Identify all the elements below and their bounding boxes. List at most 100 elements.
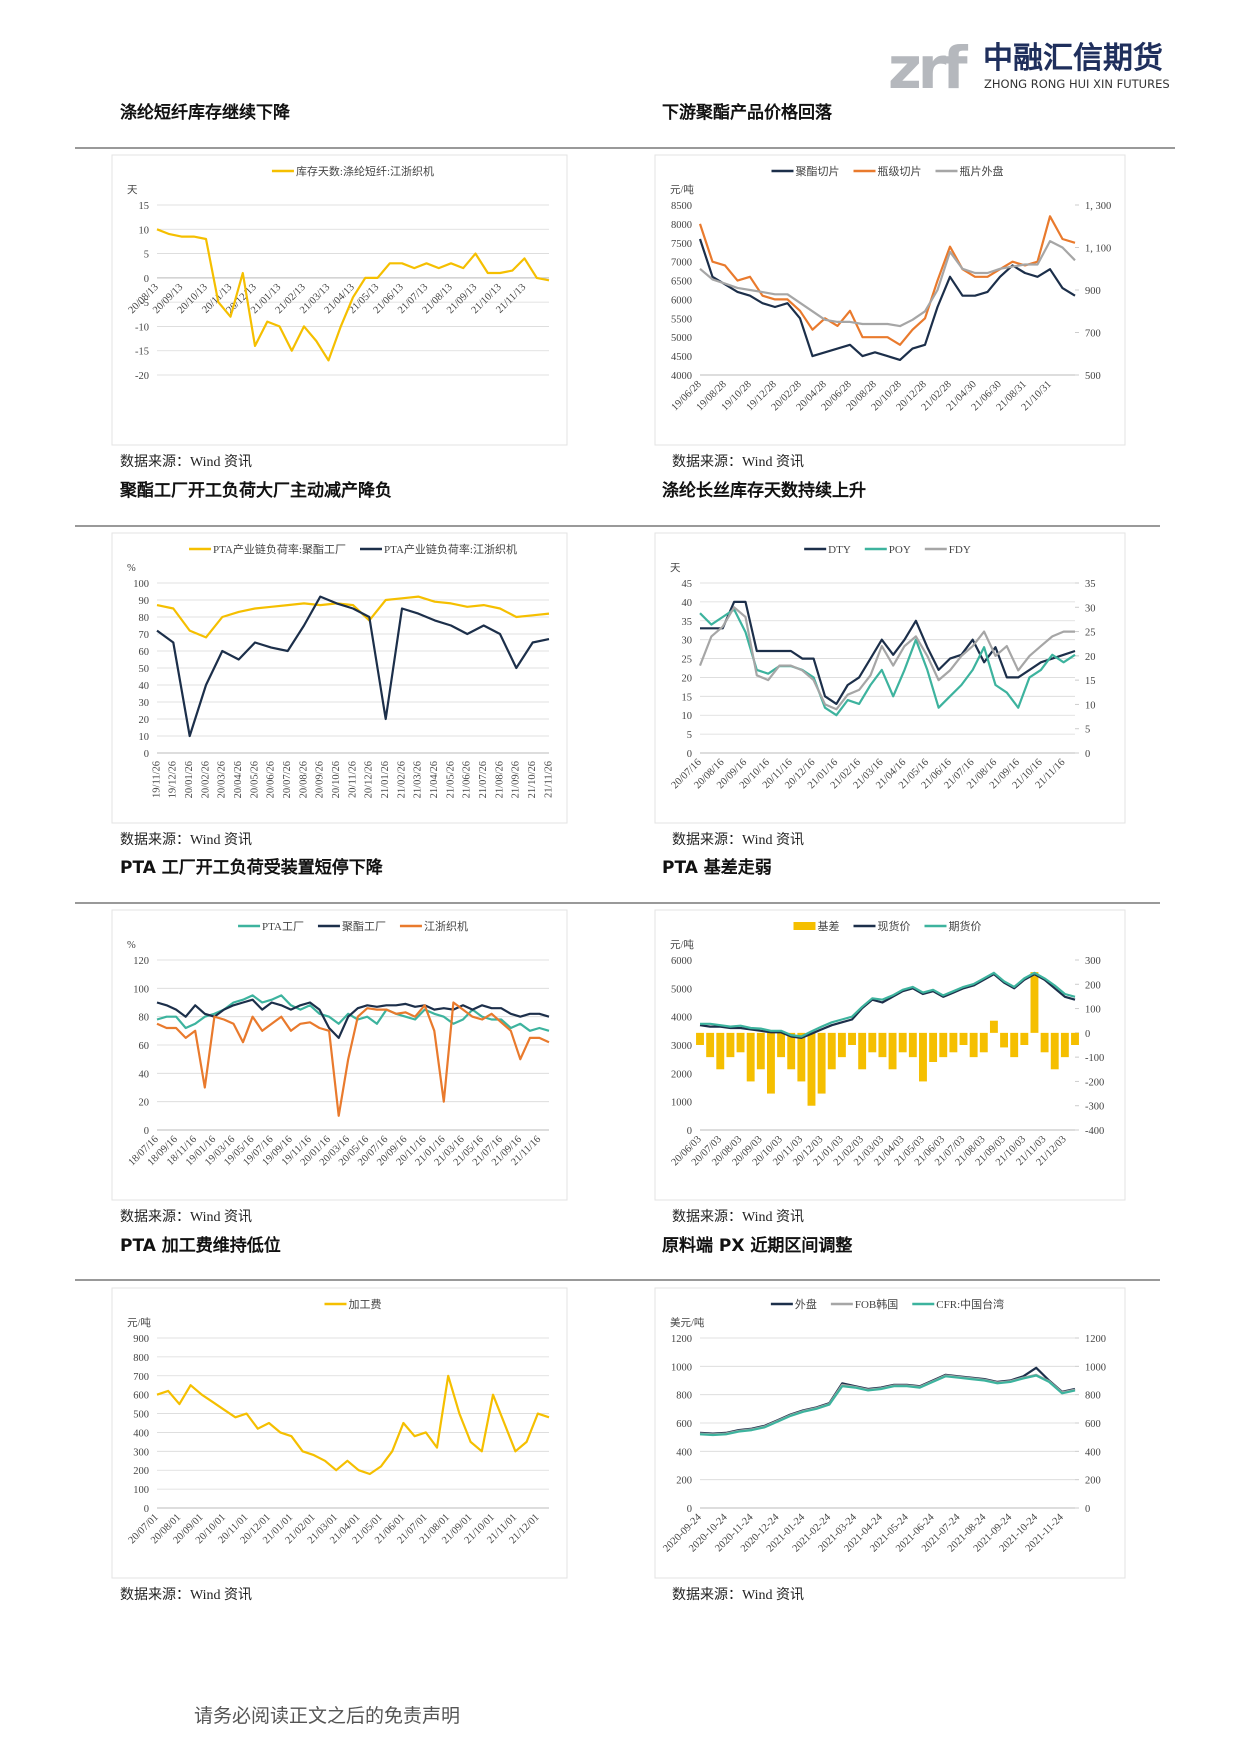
bar xyxy=(807,1032,816,1106)
y-tick-label: 400 xyxy=(133,1428,149,1439)
legend-label: PTA工厂 xyxy=(262,921,304,933)
y-tick-label: 1200 xyxy=(671,1334,692,1345)
x-tick-label: 20/01/26 xyxy=(184,761,195,798)
source: 数据来源：Wind 资讯 xyxy=(120,1209,252,1225)
y-tick-label: 400 xyxy=(676,1447,692,1458)
y2-tick-label: 100 xyxy=(1085,1005,1101,1016)
y-axis-unit: 元/吨 xyxy=(670,938,694,951)
chart-title: PTA 基差走弱 xyxy=(662,857,772,878)
y2-tick-label: 0 xyxy=(1085,1029,1090,1040)
legend-label: 期货价 xyxy=(949,919,982,933)
y2-tick-label: 30 xyxy=(1085,603,1096,614)
bar xyxy=(1040,1032,1049,1053)
y-tick-label: 5500 xyxy=(671,314,692,325)
bar xyxy=(756,1032,765,1070)
y-tick-label: 0 xyxy=(144,1504,149,1515)
chart-title: 聚酯工厂开工负荷大厂主动减产降负 xyxy=(119,480,392,501)
legend: 库存天数:涤纶短纤:江浙织机 xyxy=(271,164,434,178)
x-tick-label: 20/12/26 xyxy=(364,761,375,798)
y-tick-label: 7500 xyxy=(671,239,692,250)
legend-label: 江浙织机 xyxy=(424,919,468,933)
y-tick-label: 90 xyxy=(139,596,150,607)
x-tick-label: 20/03/26 xyxy=(217,761,228,798)
line-series xyxy=(699,973,1076,1039)
bar xyxy=(979,1032,988,1053)
chart-frame xyxy=(654,909,1126,1201)
x-tick-label: 21/09/26 xyxy=(511,761,522,798)
legend: 加工费 xyxy=(324,1298,382,1311)
y2-tick-label: 900 xyxy=(1085,286,1101,297)
y-tick-label: 0 xyxy=(687,1126,692,1137)
bar xyxy=(746,1032,755,1082)
source: 数据来源：Wind 资讯 xyxy=(120,832,252,848)
source: 数据来源：Wind 资讯 xyxy=(672,832,804,848)
y-tick-label: 80 xyxy=(139,613,150,624)
y2-tick-label: -100 xyxy=(1085,1053,1104,1064)
x-tick-label: 20/09/26 xyxy=(315,761,326,798)
y-tick-label: 0 xyxy=(144,749,149,760)
legend-label: 瓶片外盘 xyxy=(960,164,1004,178)
legend-label: CFR:中国台湾 xyxy=(936,1297,1004,1311)
y2-tick-label: 1000 xyxy=(1085,1362,1106,1373)
bar xyxy=(898,1032,907,1053)
line-series xyxy=(699,608,1076,717)
source: 数据来源：Wind 资讯 xyxy=(672,1209,804,1225)
legend: PTA产业链负荷率:聚酯工厂 PTA产业链负荷率:江浙织机 xyxy=(189,542,517,556)
bar xyxy=(1000,1032,1009,1048)
y-tick-label: 0 xyxy=(144,274,149,285)
legend: 外盘 FOB韩国 CFR:中国台湾 xyxy=(770,1297,1004,1311)
y-tick-label: 20 xyxy=(682,673,693,684)
bar xyxy=(1060,1032,1069,1058)
bar xyxy=(736,1032,745,1053)
y-tick-label: 8500 xyxy=(671,201,692,212)
legend-label: 库存天数:涤纶短纤:江浙织机 xyxy=(296,164,434,178)
source: 数据来源：Wind 资讯 xyxy=(672,1587,804,1603)
y-tick-label: 700 xyxy=(133,1372,149,1383)
x-tick-label: 21/11/26 xyxy=(543,761,554,798)
bar xyxy=(716,1032,725,1070)
y2-tick-label: 15 xyxy=(1085,676,1096,687)
line-series xyxy=(698,238,1076,361)
source: 数据来源：Wind 资讯 xyxy=(120,1587,252,1603)
source: 数据来源：Wind 资讯 xyxy=(672,454,804,470)
y-tick-label: 40 xyxy=(139,681,150,692)
chart-title: PTA 加工费维持低位 xyxy=(120,1235,281,1256)
y2-tick-label: 600 xyxy=(1085,1419,1101,1430)
y-tick-label: 25 xyxy=(682,655,693,666)
y-tick-label: 60 xyxy=(139,1041,150,1052)
legend-label: DTY xyxy=(828,544,851,556)
y-tick-label: 7000 xyxy=(671,258,692,269)
y-axis-unit: % xyxy=(127,940,136,951)
bar xyxy=(1071,1032,1079,1045)
line-series xyxy=(699,1373,1076,1436)
y-tick-label: 0 xyxy=(144,1126,149,1137)
x-tick-label: 20/05/26 xyxy=(249,761,260,798)
line-series xyxy=(700,971,1076,1038)
bar xyxy=(777,1032,786,1058)
x-tick-label: 20/02/26 xyxy=(200,761,211,798)
x-tick-label: 21/05/26 xyxy=(445,761,456,798)
chart-title: 涤纶长丝库存天数持续上升 xyxy=(662,480,866,501)
legend-label: 外盘 xyxy=(795,1297,817,1311)
x-tick-label: 19/12/26 xyxy=(168,761,179,798)
bar xyxy=(817,1032,826,1094)
y-tick-label: 30 xyxy=(682,636,693,647)
bar xyxy=(766,1032,775,1094)
legend-label: PTA产业链负荷率:聚酯工厂 xyxy=(213,542,346,556)
y2-tick-label: -400 xyxy=(1085,1126,1104,1137)
y-tick-label: -20 xyxy=(135,371,149,382)
x-tick-label: 21/08/26 xyxy=(494,761,505,798)
bar xyxy=(858,1032,867,1070)
y-tick-label: -5 xyxy=(140,298,149,309)
y-tick-label: 5 xyxy=(687,730,692,741)
chart-title: PTA 工厂开工负荷受装置短停下降 xyxy=(120,857,384,878)
y-tick-label: 5000 xyxy=(671,333,692,344)
y2-tick-label: 0 xyxy=(1085,749,1090,760)
y2-tick-label: 35 xyxy=(1085,579,1096,590)
y-tick-label: 2000 xyxy=(671,1069,692,1080)
y-tick-label: 20 xyxy=(139,1098,150,1109)
x-tick-label: 20/04/26 xyxy=(233,761,244,798)
legend-label: 基差 xyxy=(818,919,840,933)
y-tick-label: 1000 xyxy=(671,1362,692,1373)
